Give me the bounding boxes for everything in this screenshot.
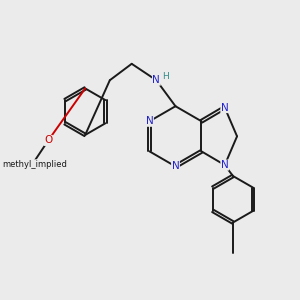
Text: N: N [172, 161, 179, 171]
Text: O: O [44, 135, 52, 146]
Text: N: N [221, 103, 229, 112]
Text: N: N [152, 75, 160, 85]
Text: N: N [221, 160, 229, 170]
Text: H: H [162, 72, 169, 81]
Text: methyl_implied: methyl_implied [2, 160, 67, 169]
Text: N: N [146, 116, 153, 126]
